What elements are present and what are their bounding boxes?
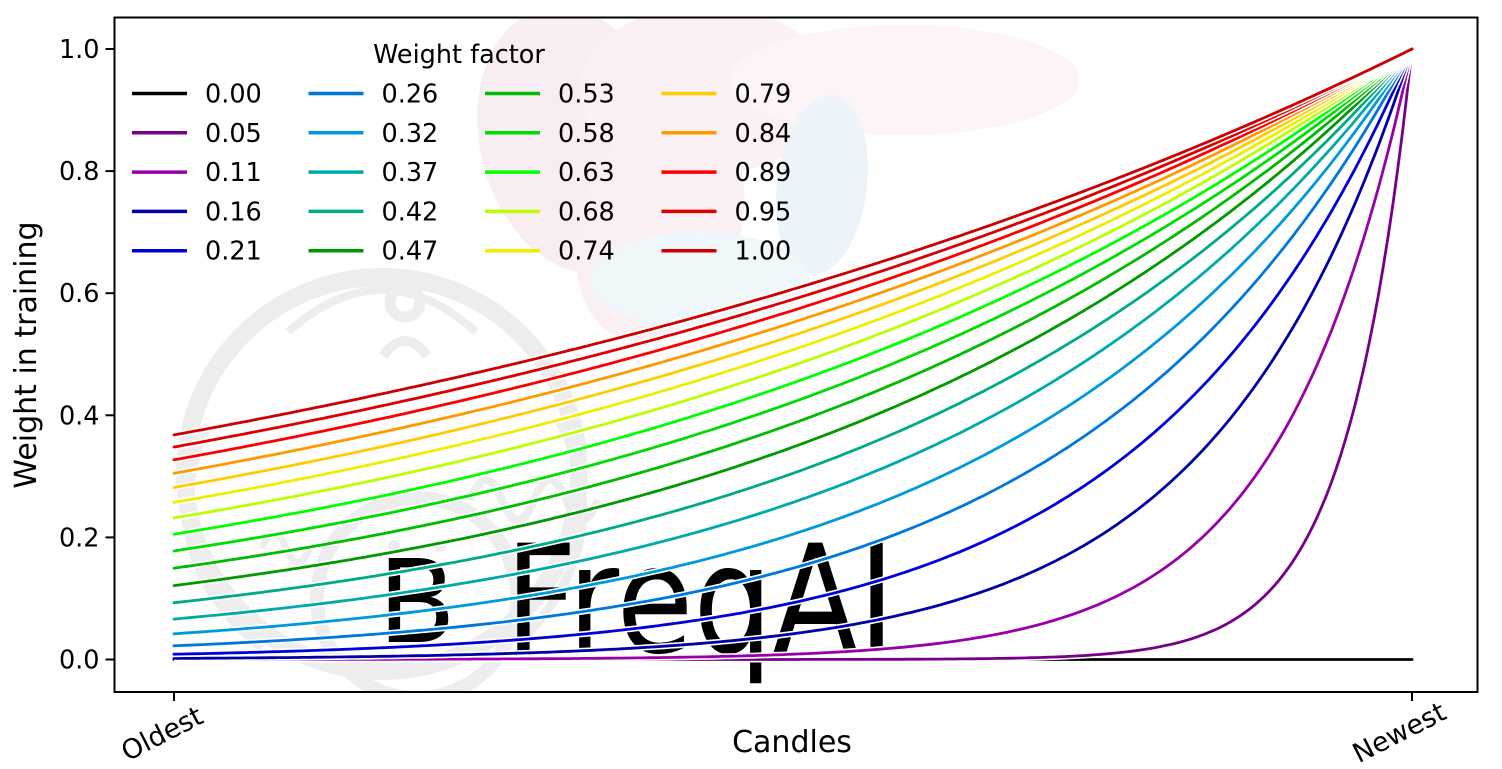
legend-label-0.32: 0.32 bbox=[382, 119, 439, 149]
curve-0.53 bbox=[172, 47, 1414, 570]
legend-label-0.89: 0.89 bbox=[735, 158, 792, 188]
curve-0.74 bbox=[172, 47, 1414, 504]
legend-label-0.05: 0.05 bbox=[205, 119, 262, 149]
curve-0.84 bbox=[172, 47, 1414, 475]
legend-label-0.21: 0.21 bbox=[205, 237, 262, 267]
legend-entries: 0.00 0.05 0.11 0.16 0.21 0.26 0.32 0.37 0.42 0.47… bbox=[132, 80, 791, 267]
y-axis-label: Weight in training bbox=[9, 221, 44, 488]
x-axis-label: Candles bbox=[732, 725, 852, 760]
x-tick-label-Oldest: Oldest bbox=[116, 701, 208, 768]
legend-label-0.26: 0.26 bbox=[382, 80, 439, 110]
petal-cyan-1 bbox=[590, 232, 810, 328]
y-tick-label-0.2: 0.2 bbox=[59, 523, 100, 553]
watermark-petals bbox=[477, 17, 1080, 342]
freqai-watermark: B FreqAI bbox=[176, 17, 1080, 692]
curve-0.63 bbox=[172, 47, 1414, 536]
logo-shoulders bbox=[378, 336, 432, 360]
legend-label-0.53: 0.53 bbox=[558, 80, 615, 110]
curve-0.79 bbox=[172, 47, 1414, 489]
curve-0.68 bbox=[172, 47, 1414, 520]
y-tick-label-0.4: 0.4 bbox=[59, 401, 100, 431]
curve-0.37 bbox=[172, 47, 1414, 621]
y-tick-label-0.0: 0.0 bbox=[59, 646, 100, 676]
legend-label-0.84: 0.84 bbox=[735, 119, 792, 149]
curve-0.95 bbox=[172, 47, 1414, 449]
legend-label-0.58: 0.58 bbox=[558, 119, 615, 149]
curve-0.47 bbox=[172, 47, 1414, 587]
curve-0.26 bbox=[172, 47, 1414, 648]
legend-label-0.79: 0.79 bbox=[735, 80, 792, 110]
axes-border bbox=[113, 16, 1479, 693]
legend-label-0.16: 0.16 bbox=[205, 197, 262, 227]
legend-label-0.11: 0.11 bbox=[205, 158, 262, 188]
y-tick-label-0.6: 0.6 bbox=[59, 279, 100, 309]
legend-label-0.37: 0.37 bbox=[382, 158, 439, 188]
curve-0.89 bbox=[172, 47, 1414, 462]
legend-label-0.63: 0.63 bbox=[558, 158, 615, 188]
plot-lines bbox=[172, 46, 1415, 663]
curve-0.32 bbox=[172, 47, 1414, 636]
legend-title: Weight factor bbox=[373, 40, 545, 70]
legend-label-1.00: 1.00 bbox=[735, 237, 792, 267]
curve-0.58 bbox=[172, 47, 1414, 553]
y-tick-label-0.8: 0.8 bbox=[59, 157, 100, 187]
legend-label-0.00: 0.00 bbox=[205, 80, 262, 110]
legend-label-0.95: 0.95 bbox=[735, 197, 792, 227]
logo-top-arc bbox=[285, 286, 479, 335]
y-tick-label-1.0: 1.0 bbox=[59, 35, 100, 65]
legend-label-0.47: 0.47 bbox=[382, 237, 439, 267]
curve-1.00 bbox=[172, 47, 1414, 437]
x-tick-label-Newest: Newest bbox=[1348, 697, 1451, 769]
logo-head-circle bbox=[384, 281, 426, 323]
curve-0.42 bbox=[172, 47, 1414, 605]
legend-label-0.68: 0.68 bbox=[558, 197, 615, 227]
legend: Weight factor 0.000.050.110.160.210.260.… bbox=[132, 40, 791, 267]
legend-label-0.42: 0.42 bbox=[382, 197, 439, 227]
curve-0.16 bbox=[172, 47, 1414, 660]
curve-0.21 bbox=[172, 47, 1414, 656]
legend-label-0.74: 0.74 bbox=[558, 237, 615, 267]
petal-blue-1 bbox=[776, 95, 868, 275]
